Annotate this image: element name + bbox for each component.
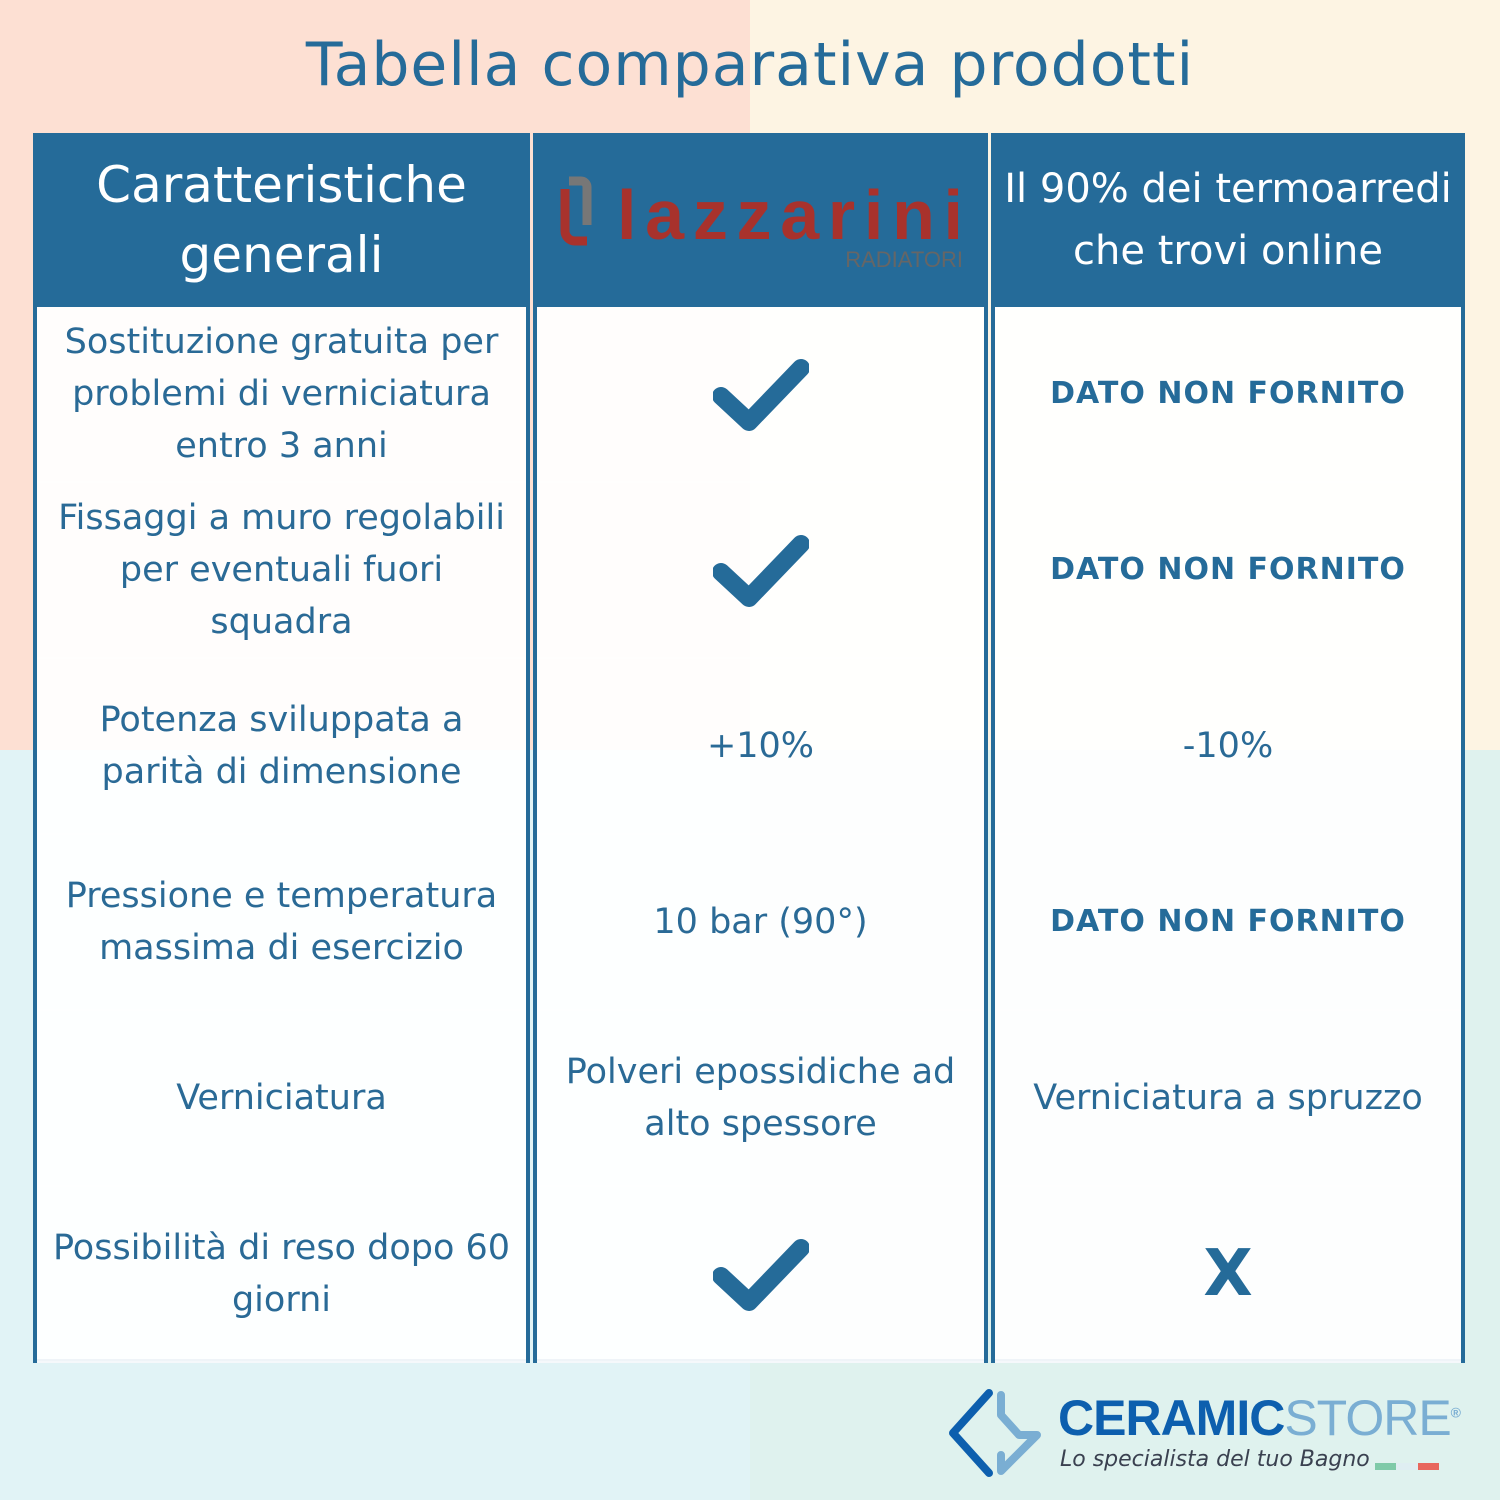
logo-sub: RADIATORI: [845, 247, 963, 272]
feature-cell: Possibilità di reso dopo 60 giorni: [37, 1187, 526, 1363]
check-icon: [712, 1239, 809, 1311]
others-cell: DATO NON FORNITO: [995, 483, 1461, 659]
check-icon: [712, 359, 809, 431]
others-cell: Verniciatura a spruzzo: [995, 1011, 1461, 1187]
ceramicstore-logo: CERAMICSTORE® Lo specialista del tuo Bag…: [945, 1385, 1465, 1485]
others-cell: DATO NON FORNITO: [995, 307, 1461, 483]
page-title: Tabella comparativa prodotti: [305, 30, 1195, 100]
check-icon: [712, 535, 809, 607]
feature-cell: Potenza sviluppata a parità di dimension…: [37, 659, 526, 835]
lazzarini-cell: +10%: [537, 659, 984, 835]
lazzarini-cell: [537, 1187, 984, 1363]
logo-reg: ®: [1450, 1404, 1461, 1421]
logo-brand: lazzarini: [617, 176, 963, 254]
feature-cell: Fissaggi a muro regolabili per eventuali…: [37, 483, 526, 659]
feature-cell: Pressione e temperatura massima di eserc…: [37, 835, 526, 1011]
italian-flag-icon: [1375, 1463, 1439, 1470]
header-lazzarini-logo: lazzarini RADIATORI: [533, 133, 988, 307]
features-column: Sostituzione gratuita per problemi di ve…: [33, 307, 530, 1363]
lazzarini-column: +10% 10 bar (90°) Polveri epossidiche ad a…: [533, 307, 988, 1363]
lazzarini-cell: 10 bar (90°): [537, 835, 984, 1011]
logo-brand-b: STORE: [1284, 1390, 1451, 1446]
feature-cell: Verniciatura: [37, 1011, 526, 1187]
feature-cell: Sostituzione gratuita per problemi di ve…: [37, 307, 526, 483]
others-cell: X: [995, 1187, 1461, 1363]
ceramicstore-logo-icon: [949, 1389, 1041, 1477]
others-column: DATO NON FORNITO DATO NON FORNITO -10% DATO…: [991, 307, 1465, 1363]
lazzarini-cell: [537, 307, 984, 483]
lazzarini-cell: [537, 483, 984, 659]
logo-brand-a: CERAMIC: [1058, 1390, 1285, 1446]
lazzarini-cell: Polveri epossidiche ad alto spessore: [537, 1011, 984, 1187]
header-others: Il 90% dei termoarredi che trovi online: [991, 133, 1465, 307]
others-cell: DATO NON FORNITO: [995, 835, 1461, 1011]
header-features: Caratteristiche generali: [33, 133, 530, 307]
logo-tagline: Lo specialista del tuo Bagno: [1060, 1447, 1370, 1472]
lazzarini-logo-icon: lazzarini RADIATORI: [560, 176, 963, 272]
others-cell: -10%: [995, 659, 1461, 835]
